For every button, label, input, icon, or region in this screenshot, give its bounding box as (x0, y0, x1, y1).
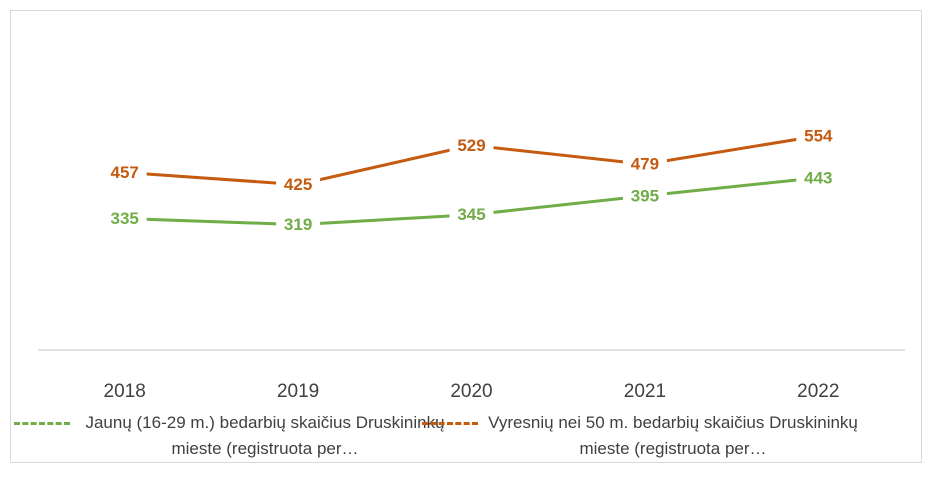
data-label: 345 (457, 205, 485, 224)
data-label: 443 (804, 168, 832, 187)
legend-item: Jaunų (16-29 m.) bedarbių skaičius Drusk… (14, 410, 460, 462)
legend-item: Vyresnių nei 50 m. bedarbių skaičius Dru… (422, 410, 868, 462)
x-tick-label: 2022 (797, 381, 839, 402)
x-tick-label: 2018 (104, 381, 146, 402)
data-label-bg (276, 213, 321, 236)
data-label: 319 (284, 215, 312, 234)
x-tick-label: 2020 (450, 381, 492, 402)
chart-border (10, 10, 922, 463)
legend-swatch (14, 422, 70, 425)
data-label: 529 (457, 136, 485, 155)
data-label-bg (276, 173, 321, 196)
data-label-bg (449, 134, 494, 157)
legend-label: Vyresnių nei 50 m. bedarbių skaičius Dru… (488, 413, 858, 458)
legend-label: Jaunų (16-29 m.) bedarbių skaičius Drusk… (85, 413, 445, 458)
data-label: 479 (631, 155, 659, 174)
legend-swatch (422, 422, 478, 425)
data-label-bg (102, 207, 147, 230)
x-tick-label: 2019 (277, 381, 319, 402)
data-label: 425 (284, 175, 312, 194)
data-label: 335 (111, 209, 139, 228)
data-label-bg (102, 161, 147, 184)
data-label-bg (796, 166, 841, 189)
data-label-bg (796, 124, 841, 147)
data-label-bg (622, 153, 667, 176)
data-label: 457 (111, 163, 139, 182)
data-label: 395 (631, 186, 659, 205)
x-tick-label: 2021 (624, 381, 666, 402)
data-label-bg (449, 203, 494, 226)
data-label: 554 (804, 126, 833, 145)
data-label-bg (622, 184, 667, 207)
